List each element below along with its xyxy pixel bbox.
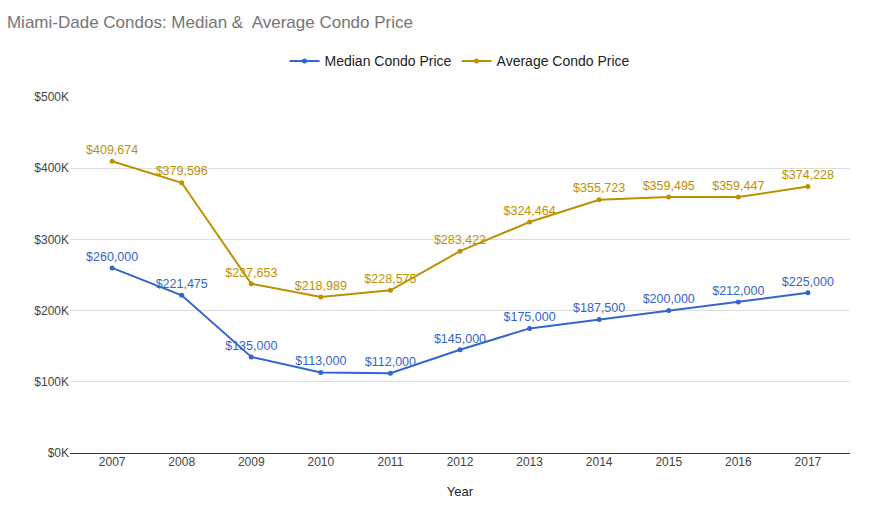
svg-text:$500K: $500K — [34, 90, 69, 104]
svg-text:2015: 2015 — [655, 455, 682, 469]
svg-text:$187,500: $187,500 — [573, 301, 625, 315]
svg-text:2010: 2010 — [307, 455, 334, 469]
svg-text:$0K: $0K — [48, 446, 69, 460]
svg-text:$135,000: $135,000 — [225, 339, 277, 353]
svg-text:$324,464: $324,464 — [504, 204, 556, 218]
svg-text:$212,000: $212,000 — [712, 284, 764, 298]
svg-text:2017: 2017 — [795, 455, 822, 469]
svg-text:$359,447: $359,447 — [712, 179, 764, 193]
svg-text:2008: 2008 — [168, 455, 195, 469]
svg-text:$237,653: $237,653 — [225, 266, 277, 280]
svg-text:$409,674: $409,674 — [86, 143, 138, 157]
svg-text:$225,000: $225,000 — [782, 275, 834, 289]
svg-text:$113,000: $113,000 — [295, 354, 346, 368]
svg-text:$175,000: $175,000 — [504, 310, 556, 324]
svg-text:$374,228: $374,228 — [782, 168, 834, 182]
svg-text:$112,000: $112,000 — [365, 355, 416, 369]
svg-text:2009: 2009 — [238, 455, 265, 469]
svg-text:2013: 2013 — [516, 455, 543, 469]
svg-text:Miami-Dade Condos: Median & A: Miami-Dade Condos: Median & Average Cond… — [7, 13, 413, 32]
svg-text:$400K: $400K — [34, 161, 69, 175]
svg-text:$359,495: $359,495 — [643, 179, 695, 193]
svg-text:$260,000: $260,000 — [86, 250, 138, 264]
svg-text:$300K: $300K — [34, 233, 69, 247]
svg-text:2011: 2011 — [378, 455, 404, 469]
svg-text:$100K: $100K — [34, 375, 69, 389]
svg-text:$218,989: $218,989 — [295, 279, 347, 293]
svg-text:2012: 2012 — [447, 455, 474, 469]
svg-text:2007: 2007 — [99, 455, 126, 469]
svg-text:$283,422: $283,422 — [434, 233, 486, 247]
svg-text:$228,575: $228,575 — [364, 272, 416, 286]
svg-text:$379,596: $379,596 — [156, 164, 208, 178]
svg-text:Year: Year — [447, 484, 474, 499]
svg-text:$145,000: $145,000 — [434, 332, 486, 346]
svg-text:$221,475: $221,475 — [156, 277, 208, 291]
svg-text:2014: 2014 — [586, 455, 613, 469]
svg-text:2016: 2016 — [725, 455, 752, 469]
svg-text:$355,723: $355,723 — [573, 181, 625, 195]
svg-text:$200K: $200K — [34, 304, 69, 318]
svg-text:$200,000: $200,000 — [643, 292, 695, 306]
svg-text:Average Condo Price: Average Condo Price — [497, 53, 630, 69]
svg-text:Median Condo Price: Median Condo Price — [325, 53, 452, 69]
